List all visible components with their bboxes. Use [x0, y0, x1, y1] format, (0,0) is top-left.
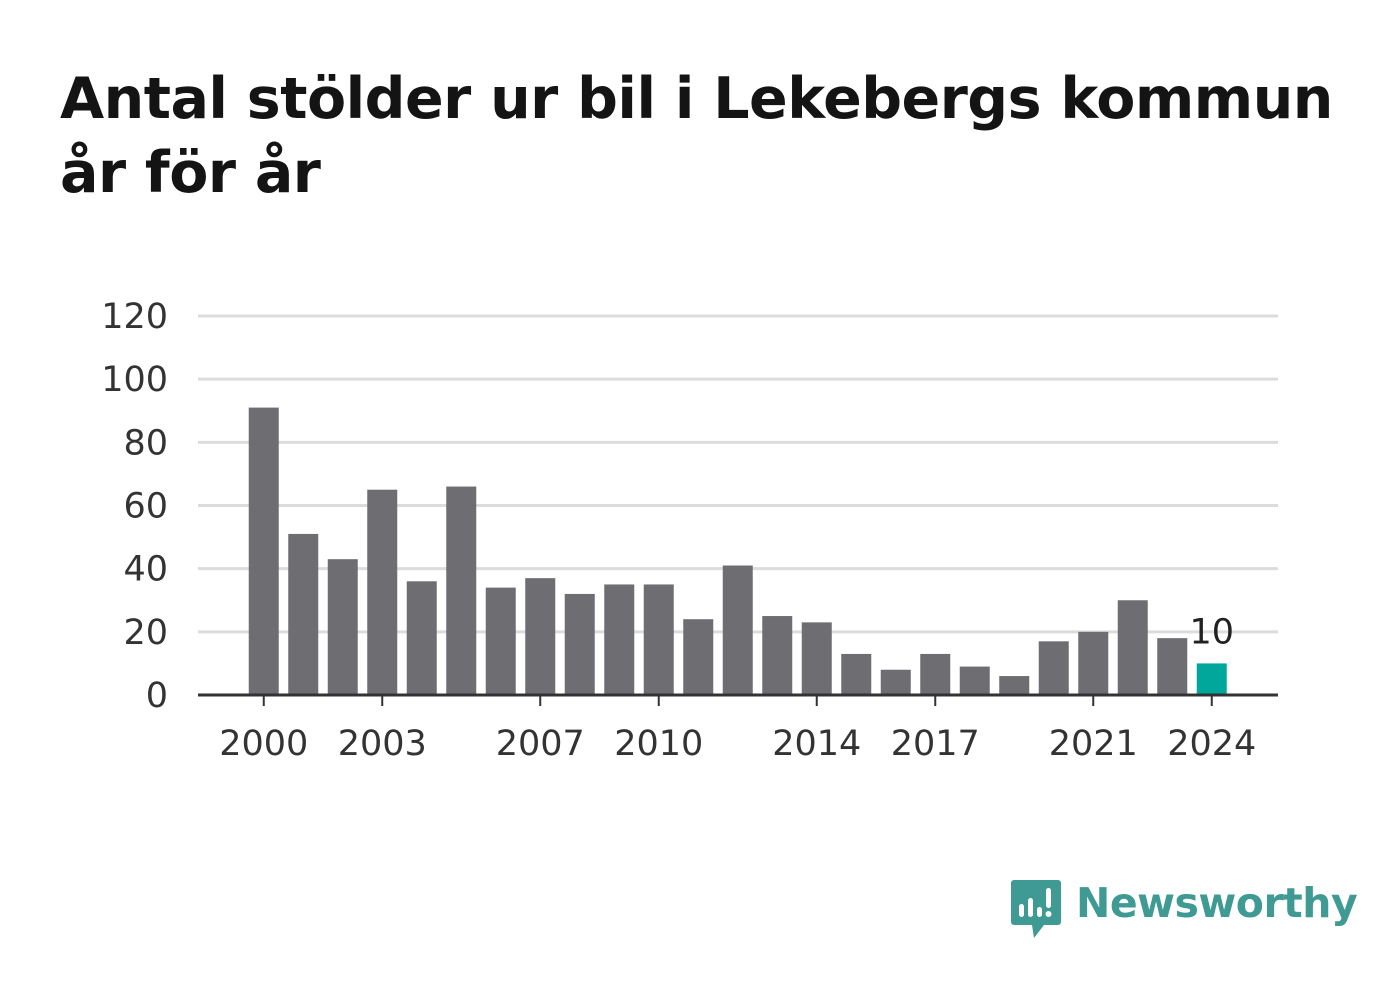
y-tick-label: 60 — [123, 487, 168, 527]
x-tick-label: 2007 — [496, 724, 585, 764]
bar-2022 — [1117, 600, 1148, 695]
chart-title: Antal stölder ur bil i Lekebergs kommun … — [60, 66, 1333, 206]
bar-2003 — [367, 489, 398, 695]
bar-2018 — [959, 666, 990, 695]
x-tick-label: 2024 — [1167, 724, 1256, 764]
bar-2006 — [485, 587, 516, 695]
bar-2013 — [762, 616, 793, 695]
bar-2020 — [1038, 641, 1069, 695]
annotations: 10 — [1189, 612, 1234, 652]
bar-2000 — [248, 407, 279, 695]
bar-2005 — [446, 486, 477, 695]
bar-2023 — [1157, 638, 1188, 695]
x-tick-label: 2003 — [338, 724, 427, 764]
data-label: 10 — [1189, 612, 1234, 652]
bar-2012 — [722, 565, 753, 695]
bar-2002 — [327, 559, 358, 695]
x-tick-label: 2000 — [219, 724, 308, 764]
bar-2004 — [406, 581, 437, 695]
x-tick-label: 2017 — [891, 724, 980, 764]
bar-2024 — [1196, 663, 1227, 695]
bar-2009 — [604, 584, 635, 695]
bar-2011 — [683, 619, 714, 695]
bar-2010 — [643, 584, 674, 695]
x-tick-label: 2014 — [772, 724, 861, 764]
y-tick-label: 0 — [146, 676, 168, 716]
bar-2019 — [999, 676, 1030, 695]
y-tick-label: 120 — [101, 297, 168, 337]
bar-2017 — [920, 653, 951, 695]
y-tick-label: 40 — [123, 550, 168, 590]
y-tick-label: 80 — [123, 423, 168, 463]
bar-2014 — [801, 622, 832, 695]
bar-2016 — [880, 669, 911, 695]
bar-2008 — [564, 593, 595, 695]
bars — [248, 407, 1227, 695]
bar-2015 — [841, 653, 872, 695]
bar-2021 — [1078, 631, 1109, 695]
x-tick-label: 2021 — [1049, 724, 1138, 764]
y-tick-label: 100 — [101, 360, 168, 400]
bar-2001 — [288, 533, 319, 695]
newsworthy-logo: Newsworthy — [1010, 878, 1358, 942]
y-axis-ticks: 0 20 40 60 80 100 120 — [101, 297, 168, 716]
x-axis-ticks: 2000 2003 2007 2010 2014 2017 2021 2024 — [219, 695, 1256, 764]
brand-name: Newsworthy — [1076, 879, 1358, 927]
newsworthy-icon — [1011, 880, 1061, 938]
x-tick-label: 2010 — [614, 724, 703, 764]
y-tick-label: 20 — [123, 613, 168, 653]
bar-2007 — [525, 578, 556, 695]
